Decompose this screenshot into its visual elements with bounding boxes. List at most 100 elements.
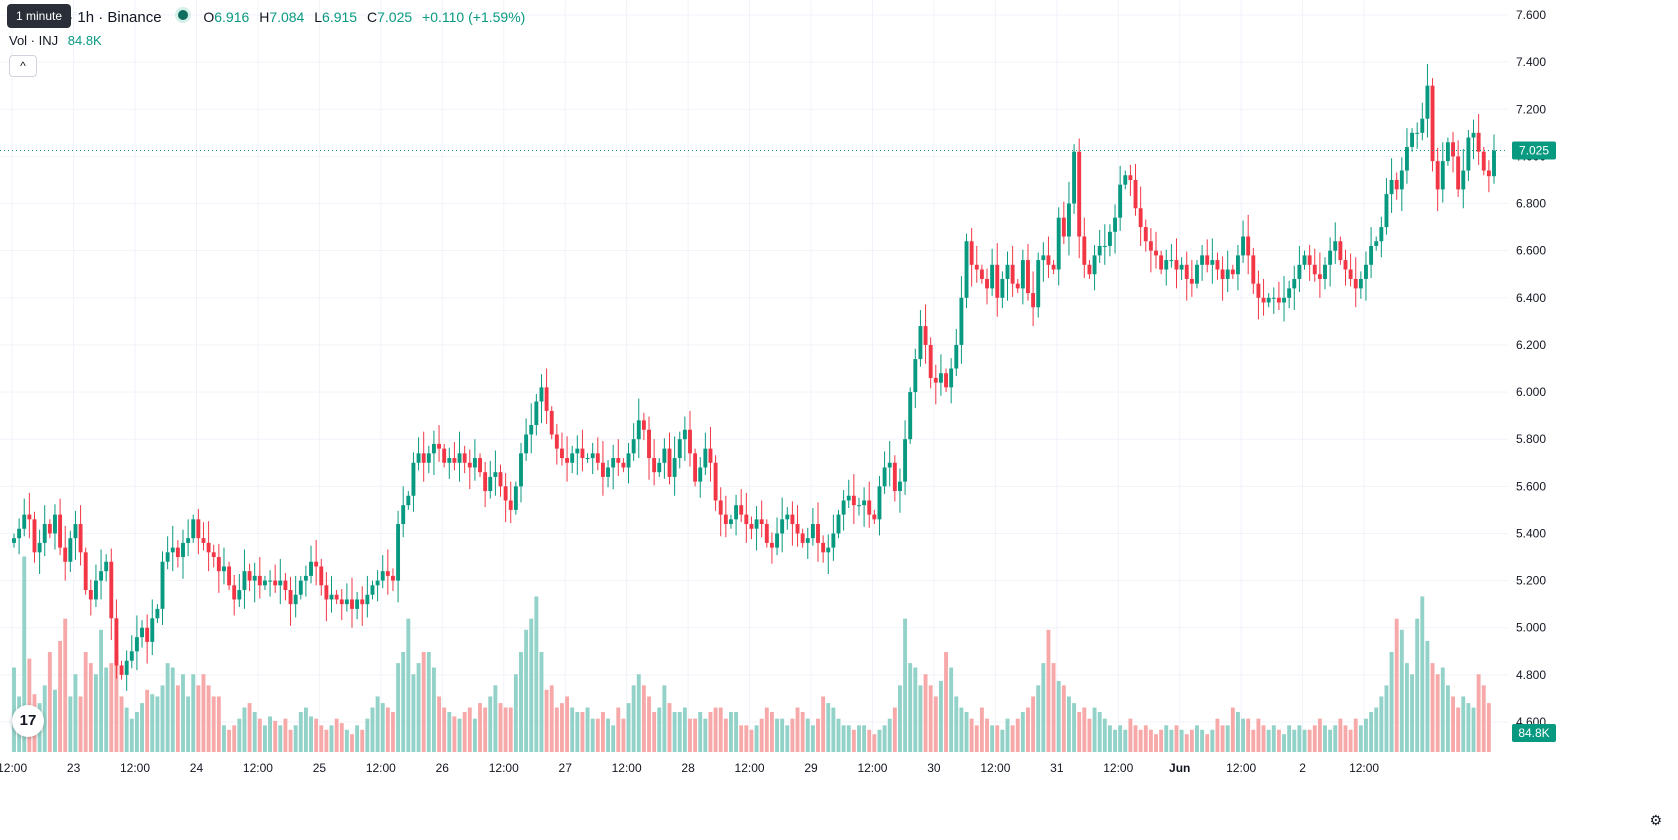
candle-body [1292,278,1297,289]
y-tick-label: 5.400 [1516,526,1546,540]
volume-bar [764,707,769,752]
candle-body [800,533,805,543]
volume-bar [923,674,928,752]
volume-bar [780,718,785,752]
volume-bar [744,725,749,752]
candle-body [109,561,114,619]
volume-bar [124,707,129,752]
volume-bar [411,674,416,752]
gear-icon[interactable]: ⚙ [1649,812,1662,828]
volume-bar [503,707,508,752]
candle-body [503,486,508,501]
tradingview-logo-icon[interactable]: 17 [12,705,44,737]
volume-bar [1010,725,1015,752]
volume-bar [150,694,155,752]
volume-bar [293,725,298,752]
candle-body [1189,278,1194,284]
candle-body [1020,260,1025,289]
candle-body [1010,264,1015,284]
volume-bar [201,674,206,752]
volume-bar [298,712,303,752]
volume-bar [1133,725,1138,752]
candle-body [1138,208,1143,228]
candle-body [268,580,273,582]
candle-body [1435,161,1440,190]
candle-body [1061,217,1066,237]
chevron-up-icon[interactable]: ^ [9,55,37,77]
candle-body [954,344,959,369]
candle-body [938,373,943,383]
candle-body [636,420,641,440]
candle-body [816,524,820,543]
candle-body [1072,151,1077,204]
volume-bar [836,718,841,752]
candle-body [1476,132,1481,152]
candle-body [1128,175,1133,180]
candle-body [339,599,344,605]
volume-bar [1026,707,1030,752]
candle-body [426,453,431,463]
candle-body [416,453,421,463]
volume-bar [1435,674,1440,752]
volume-bar [693,718,698,752]
volume-bar [1128,718,1133,752]
volume-bar [329,725,334,752]
volume-bar [944,652,948,752]
x-tick-label: 12:00 [612,761,642,775]
open-value: 6.916 [214,9,250,25]
candle-body [1215,260,1220,270]
candle-body [524,434,529,454]
volume-bar [882,725,887,752]
candle-body [124,660,129,675]
candle-body [990,264,995,289]
volume-bar [1107,725,1112,752]
candle-body [273,580,278,586]
volume-bar [488,696,493,752]
candle-body [385,571,390,576]
volume-bar [795,707,800,752]
volume-bar [493,685,498,752]
candle-body [58,514,63,548]
candle-body [175,547,180,558]
candle-body [826,547,831,553]
x-tick-label: 12:00 [0,761,27,775]
candle-body [1200,255,1205,265]
volume-bar [129,718,134,752]
candle-body [913,359,918,393]
candle-body [134,637,139,652]
candle-body [1451,142,1455,157]
candle-body [1246,236,1251,256]
candle-body [488,476,493,492]
low-label: L [314,9,323,25]
market-status-icon[interactable] [175,7,192,23]
candle-body [851,495,856,506]
candle-body [944,373,948,388]
volume-legend[interactable]: Vol · INJ 84.8K [9,33,102,48]
candle-body [227,566,232,586]
volume-bar [452,716,457,752]
volume-bar [309,716,313,752]
volume-bar [841,725,846,752]
candle-body [186,538,191,543]
candle-body [606,467,610,477]
candle-body [867,500,872,515]
candle-body [380,571,385,581]
candle-body [841,500,846,515]
volume-bar [314,718,319,752]
candle-body [355,599,360,609]
candle-body [498,472,503,487]
volume-bar [447,712,452,752]
volume-bar [1420,596,1425,752]
candle-body [795,524,800,534]
candle-body [775,533,779,548]
volume-bar [1256,718,1261,752]
volume-bar [478,703,482,752]
volume-bar [570,707,575,752]
volume-bar [508,707,513,752]
close-label: C [366,9,378,25]
volume-bar [53,689,57,752]
volume-bar [227,729,232,752]
volume-bar [672,712,677,752]
